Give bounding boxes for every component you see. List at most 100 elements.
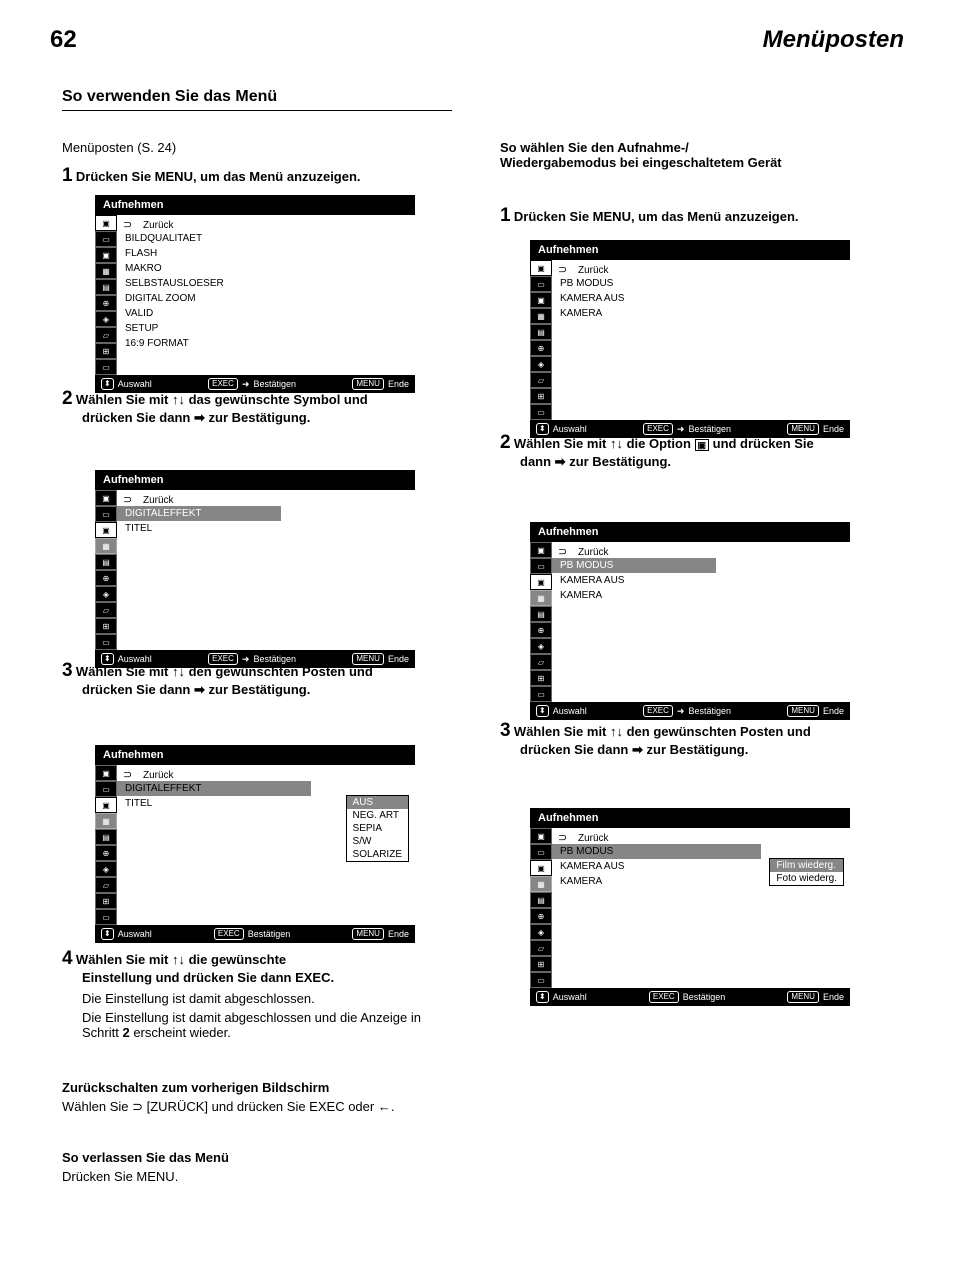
m3-ic7: ▱	[95, 877, 117, 893]
r2-ic5: ⊕	[530, 622, 552, 638]
rs3c: drücken Sie dann	[520, 742, 632, 757]
sm3-3: S/W	[347, 835, 408, 848]
m2-r1: TITEL	[117, 521, 415, 536]
m3-ic4: ▤	[95, 829, 117, 845]
rsubmenu3: Film wiederg. Foto wiederg.	[769, 858, 844, 886]
r2-return: Zurück	[570, 545, 617, 560]
s4b2b: erscheint wieder.	[130, 1025, 231, 1040]
r2-rb: KAMERA	[552, 588, 850, 603]
m1-r6: VALID	[117, 306, 415, 321]
r2-ic2: ▣	[530, 574, 552, 590]
m1-r4: SELBSTAUSLOESER	[117, 276, 415, 291]
step4-num: 4	[62, 948, 73, 969]
s2-d: zur Bestätigung.	[205, 410, 310, 425]
r2fc: Bestätigen	[688, 706, 731, 716]
rmenu2-footer: ⬍Auswahl EXEC➜Bestätigen MENUEnde	[530, 702, 850, 720]
s4b: die gewünschte	[185, 952, 286, 967]
r3-ic1: ▭	[530, 844, 552, 860]
r3fc: Bestätigen	[683, 992, 726, 1002]
m3-ic6: ◈	[95, 861, 117, 877]
r2-ic8: ⊞	[530, 670, 552, 686]
right-arrow-icon: ➡	[194, 410, 205, 425]
m3-grey: DIGITALEFFEKT	[117, 781, 311, 796]
r3-ic4: ▤	[530, 892, 552, 908]
header-right: Menüposten	[763, 26, 904, 54]
r1-ic7: ▱	[530, 372, 552, 388]
s2-a: Wählen Sie mit	[76, 392, 172, 407]
rmenu3-title: Aufnehmen	[530, 808, 850, 828]
rmenu1-icons: ▣ ▭ ▣ ▦ ▤ ⊕ ◈ ▱ ⊞ ▭	[530, 260, 552, 420]
r2-ic3: ▦	[530, 590, 552, 606]
rstep1-text: Drücken Sie MENU, um das Menü anzuzeigen…	[514, 209, 799, 224]
r1-ic9: ▭	[530, 404, 552, 420]
r1-rc: KAMERA	[552, 306, 850, 321]
s3a: Wählen Sie mit	[76, 664, 172, 679]
r2-return-icon: ⊃	[558, 545, 567, 558]
m3-ic3: ▦	[95, 813, 117, 829]
r2-menu-icon: MENU	[787, 705, 819, 717]
menu1: Aufnehmen ▣ ▭ ▣ ▦ ▤ ⊕ ◈ ▱ ⊞ ▭ ⊃ Zurück B…	[95, 195, 415, 393]
r1-ic0: ▣	[530, 260, 552, 276]
f3s: Auswahl	[118, 929, 152, 939]
rmenu3-content: ⊃ Zurück PB MODUS KAMERA AUS KAMERA Film…	[552, 828, 850, 988]
rs2e: zur Bestätigung.	[566, 454, 671, 469]
m1-r3: MAKRO	[117, 261, 415, 276]
menu2-content: ⊃ Zurück DIGITALEFFEKT TITEL	[117, 490, 415, 650]
intro-ref: (S. 24)	[137, 140, 176, 155]
r1-ic8: ⊞	[530, 388, 552, 404]
rsm-0: Film wiederg.	[770, 859, 843, 872]
exit-line: Drücken Sie MENU.	[62, 1169, 432, 1184]
m3-ic9: ▭	[95, 909, 117, 925]
sm3-1: NEG. ART	[347, 809, 408, 822]
m2-ic4: ▤	[95, 554, 117, 570]
m1-r2: FLASH	[117, 246, 415, 261]
icon-9: ▭	[95, 359, 117, 375]
rmenu1: Aufnehmen ▣ ▭ ▣ ▦ ▤ ⊕ ◈ ▱ ⊞ ▭ ⊃ Zurück P…	[530, 240, 850, 438]
s2-c: drücken Sie dann	[82, 410, 194, 425]
m2-ic9: ▭	[95, 634, 117, 650]
m3-menu-icon: MENU	[352, 928, 384, 940]
sm3-0: AUS	[347, 796, 408, 809]
intro-span: Menüposten	[62, 140, 134, 155]
rmenu1-content: ⊃ Zurück PB MODUS KAMERA AUS KAMERA	[552, 260, 850, 420]
icon-2: ▣	[95, 247, 117, 263]
s3-right-icon: ➡	[194, 682, 205, 697]
right-title2: Wiedergabemodus bei eingeschaltetem Gerä…	[500, 155, 870, 170]
r1-ic6: ◈	[530, 356, 552, 372]
m3-return: Zurück	[135, 768, 182, 783]
rstep2-num: 2	[500, 432, 511, 453]
icon-6: ◈	[95, 311, 117, 327]
r3-ic9: ▭	[530, 972, 552, 988]
r1-return: Zurück	[570, 263, 617, 278]
s3c: drücken Sie dann	[82, 682, 194, 697]
r2fs: Auswahl	[553, 706, 587, 716]
m3-ic0: ▣	[95, 765, 117, 781]
icon-1: ▭	[95, 231, 117, 247]
s4-ref2: 2	[122, 1025, 129, 1040]
m2-ic6: ◈	[95, 586, 117, 602]
back-heading: Zurückschalten zum vorherigen Bildschirm	[62, 1080, 432, 1095]
rs2-right-icon: ➡	[555, 454, 566, 469]
r2-ic6: ◈	[530, 638, 552, 654]
rmenu2-icons: ▣ ▭ ▣ ▦ ▤ ⊕ ◈ ▱ ⊞ ▭	[530, 542, 552, 702]
r2-ic7: ▱	[530, 654, 552, 670]
r1-ic1: ▭	[530, 276, 552, 292]
s4-body2: Die Einstellung ist damit abgeschlossen …	[82, 1010, 432, 1040]
m2-ic1: ▭	[95, 506, 117, 522]
s2-b: das gewünschte Symbol und	[185, 392, 368, 407]
m3-ic8: ⊞	[95, 893, 117, 909]
m2-ic8: ⊞	[95, 618, 117, 634]
m1-r8: 16:9 FORMAT	[117, 336, 415, 351]
rs2a: Wählen Sie mit	[514, 436, 610, 451]
page-number: 62	[50, 26, 77, 54]
step1-num: 1	[62, 165, 73, 186]
r3-ic3: ▦	[530, 876, 552, 892]
return-sym-icon: ⊃	[132, 1099, 143, 1114]
r3-ic7: ▱	[530, 940, 552, 956]
bl-c: .	[391, 1099, 395, 1114]
m2-return-icon: ⊃	[123, 493, 132, 506]
m3-ic1: ▭	[95, 781, 117, 797]
m1-return: Zurück	[135, 218, 182, 233]
r2-ic9: ▭	[530, 686, 552, 702]
return-icon: ⊃	[123, 218, 132, 231]
